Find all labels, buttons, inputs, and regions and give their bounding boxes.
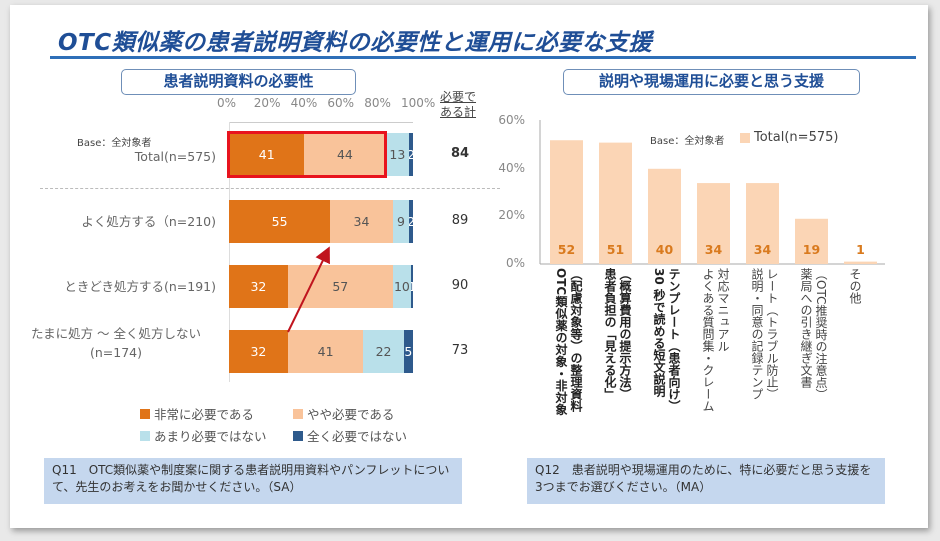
right-question-note: Q12 患者説明や現場運用のために、特に必要だと思う支援を3つまでお選びください… (527, 458, 885, 504)
bar (795, 218, 828, 264)
left-base-label: Base：全対象者 (77, 138, 152, 149)
category-label: 説明・同意の記録テンプ レート（トラブル防止） (750, 268, 779, 400)
legend-label: やや必要である (307, 407, 395, 422)
y-tick-label: 0% (505, 256, 525, 270)
bar (746, 183, 779, 264)
right-section-title: 説明や現場運用に必要と思う支援 (563, 69, 860, 95)
legend-swatch (293, 430, 303, 441)
page-title: OTC類似薬の患者説明資料の必要性と運用に必要な支援 (58, 30, 653, 56)
bar (648, 168, 681, 264)
bar-segment: 10 (392, 265, 412, 308)
x-tick-label: 80% (364, 96, 391, 110)
bar-segment: 41 (229, 133, 305, 176)
x-tick-label: 0% (217, 96, 237, 110)
legend-swatch (293, 408, 303, 419)
bar (550, 140, 583, 264)
legend-item: 非常に必要である (140, 404, 254, 423)
slide: OTC類似薬の患者説明資料の必要性と運用に必要な支援 (10, 5, 928, 528)
legend-swatch (140, 430, 150, 441)
bar-value-label: 40 (655, 242, 674, 257)
row-label: ときどき処方する(n=191) (64, 279, 216, 294)
bar (599, 142, 632, 264)
category-label: 30 秒で読める短文説明 テンプレート（患者向け） (652, 268, 681, 412)
legend-label: あまり必要ではない (154, 429, 267, 444)
row-label: たまに処方 ～ 全く処方しない(n=174) (30, 326, 202, 360)
bar-segment: 32 (229, 265, 288, 308)
bar-segment: 32 (229, 330, 288, 373)
category-label: OTC類似薬の対象・非対象 （配慮対象等）の整理資料 (554, 268, 583, 416)
x-tick-label: 20% (253, 96, 281, 110)
bar-segment: 9 (392, 200, 410, 243)
legend-swatch (740, 132, 750, 143)
bar-segment: 41 (287, 330, 364, 373)
bar-segment: 2 (409, 133, 413, 176)
x-tick-label: 60% (327, 96, 355, 110)
row-label: Total(n=575) (134, 149, 216, 164)
bar-segment: 34 (330, 200, 393, 243)
bar-value-label: 51 (606, 242, 625, 257)
y-tick-label: 60% (498, 113, 525, 128)
category-label: 薬局への引き継ぎ文書 （OTC推奨時の注意点） (799, 268, 828, 401)
bar-value-label: 52 (557, 242, 576, 257)
left-question-note: Q11 OTC類似薬や制度案に関する患者説明用資料やパンフレットについて、先生の… (44, 458, 462, 504)
bar-segment: 55 (229, 200, 331, 243)
y-axis (229, 122, 230, 382)
bar-segment: 1 (411, 265, 413, 308)
x-tick-label: 40% (290, 96, 318, 110)
x-axis (229, 122, 413, 123)
bar-segment: 22 (363, 330, 404, 373)
trend-arrow (287, 246, 330, 333)
bar-segment: 13 (385, 133, 410, 176)
bar-value-label: 19 (802, 242, 821, 257)
legend-label: 全く必要ではない (307, 429, 408, 444)
row-label: よく処方する（n=210) (81, 214, 216, 229)
right-base-label: Base：全対象者 (650, 136, 725, 147)
right-legend-item: Total(n=575) (740, 130, 838, 145)
bar-segment: 57 (287, 265, 393, 308)
legend-label: Total(n=575) (754, 130, 839, 145)
category-label: よくある質問集・クレーム 対応マニュアル (701, 268, 730, 412)
bar-value-label: 34 (704, 242, 723, 257)
y-tick-label: 40% (498, 160, 525, 175)
bar-value-label: 34 (753, 242, 772, 257)
legend-item: あまり必要ではない (140, 426, 267, 445)
category-label: その他 (848, 268, 862, 304)
divider (40, 188, 500, 189)
bar-value-label: 1 (856, 242, 865, 257)
total-header: 必要で ある計 (440, 90, 477, 119)
category-label: 患者負担の「見える化」 （概算費用の提示方法） (603, 268, 632, 400)
legend-swatch (140, 408, 150, 419)
highlight-box (227, 131, 388, 178)
total-value: 73 (451, 343, 469, 358)
legend-label: 非常に必要である (154, 407, 254, 422)
bar-segment: 2 (409, 200, 413, 243)
total-value: 84 (450, 146, 470, 161)
title-rule (50, 56, 916, 59)
bar (844, 261, 877, 264)
bar (697, 183, 730, 264)
total-value: 89 (451, 213, 469, 228)
legend-item: 全く必要ではない (293, 426, 407, 445)
x-tick-label: 100% (401, 96, 436, 110)
bar-segment: 44 (304, 133, 386, 176)
y-tick-label: 20% (498, 208, 525, 223)
bar-segment: 5 (403, 330, 413, 373)
total-value: 90 (451, 278, 469, 293)
left-section-title: 患者説明資料の必要性 (121, 69, 356, 95)
legend-item: やや必要である (293, 404, 394, 423)
